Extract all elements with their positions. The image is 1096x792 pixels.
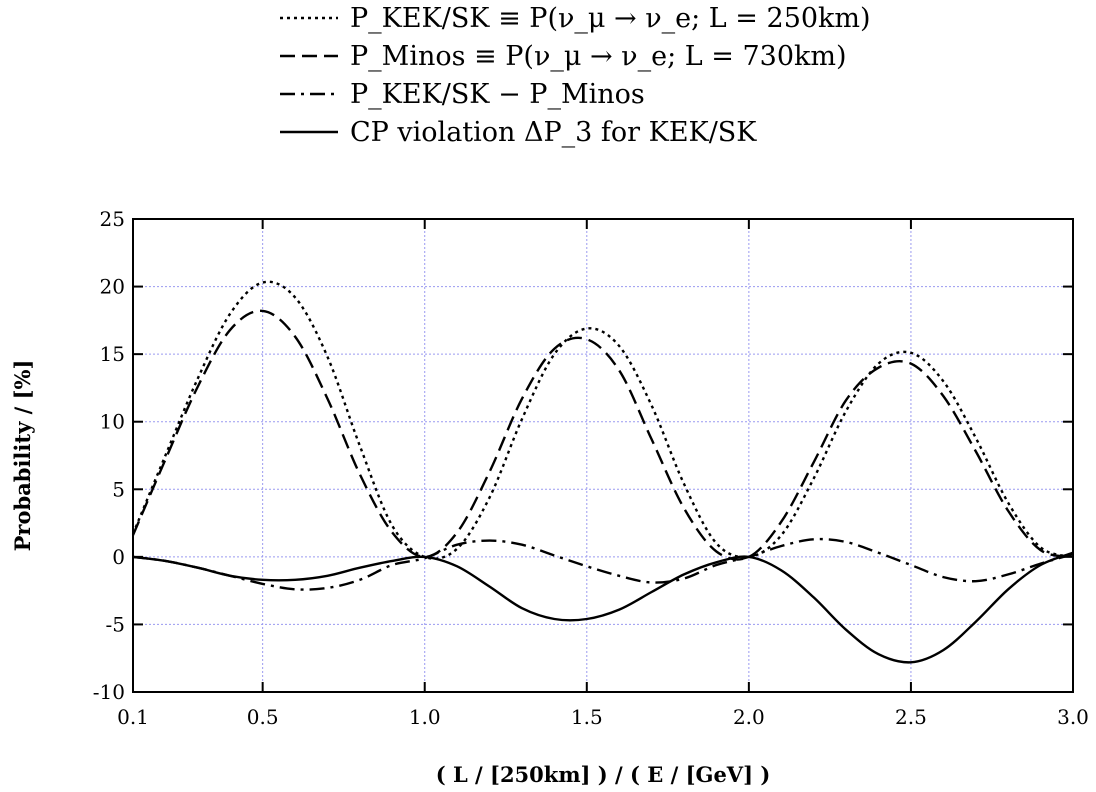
x-tick-label: 0.5 [247,705,279,729]
legend: P_KEK/SK ≡ P(ν_μ → ν_e; L = 250km) P_Mino… [280,3,871,148]
x-tick-label: 0.1 [117,705,149,729]
series-minos [131,309,1074,561]
series-difference [132,537,1074,591]
plot-frame [132,218,1074,693]
axis-ticks [132,218,1074,693]
legend-entry-difference: P_KEK/SK − P_Minos [350,79,645,110]
y-tick-label: 15 [100,342,125,366]
legend-entry-minos: P_Minos ≡ P(ν_μ → ν_e; L = 730km) [350,41,847,72]
y-tick-label: 20 [100,275,125,299]
y-tick-label: 0 [112,545,125,569]
y-tick-label: -10 [93,680,125,704]
legend-entry-kek-sk: P_KEK/SK ≡ P(ν_μ → ν_e; L = 250km) [350,3,871,34]
grid [133,219,1073,692]
series-cp-violation [132,551,1074,664]
x-tick-label: 3.0 [1057,705,1089,729]
x-tick-label: 2.5 [895,705,927,729]
y-tick-label: 5 [112,477,125,501]
series-layer [131,280,1074,664]
x-tick-label: 1.0 [409,705,441,729]
y-tick-label: 25 [100,207,125,231]
series-kek-sk [131,280,1074,560]
legend-entry-cp-violation: CP violation ΔP_3 for KEK/SK [350,117,757,148]
tick-labels: 0.1 0.5 1.0 1.5 2.0 2.5 3.0 -10 -5 0 5 10 15 20 25 [93,207,1089,729]
y-axis-title: Probability / [%] [10,360,35,552]
y-tick-label: 10 [100,410,125,434]
x-axis-title: ( L / [250km] ) / ( E / [GeV] ) [436,762,771,787]
x-tick-label: 1.5 [571,705,603,729]
y-tick-label: -5 [106,612,125,636]
x-tick-label: 2.0 [733,705,765,729]
